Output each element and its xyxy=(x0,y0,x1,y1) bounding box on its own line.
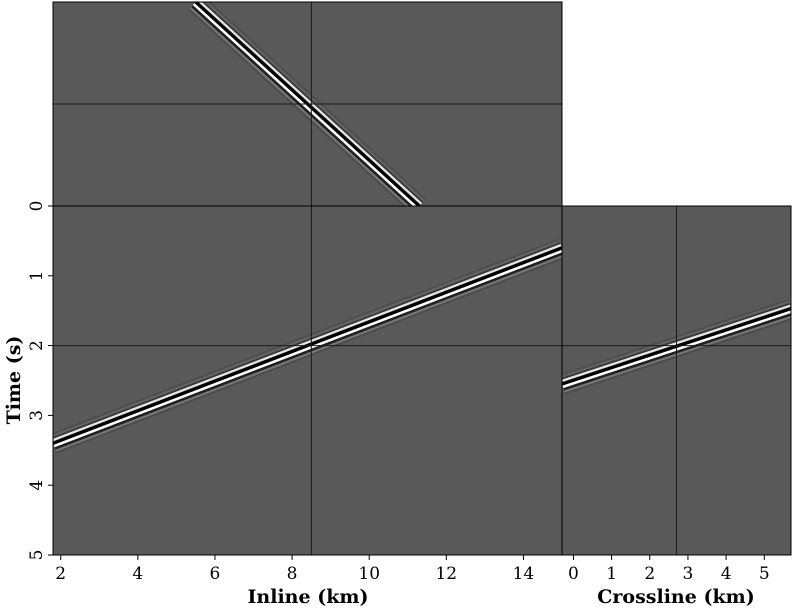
event-stripe xyxy=(562,302,790,380)
event-stripe xyxy=(53,240,560,437)
inline-tick-label: 12 xyxy=(435,564,457,584)
crossline-section-border xyxy=(561,205,792,556)
crossline-tick-label: 0 xyxy=(568,564,579,584)
event-stripe xyxy=(564,315,791,393)
event-stripe xyxy=(53,242,561,440)
event-stripe xyxy=(188,8,406,206)
crossline-tick-label: 4 xyxy=(721,564,732,584)
event-stripe xyxy=(192,3,417,206)
time-tick-label: 0 xyxy=(27,201,47,212)
inline-section-event xyxy=(53,238,562,454)
inline-tick-label: 6 xyxy=(210,564,221,584)
event-stripe xyxy=(53,238,560,435)
event-stripe xyxy=(53,249,562,448)
event-stripe xyxy=(53,244,562,442)
event-stripe xyxy=(204,2,425,202)
event-stripe xyxy=(562,299,789,376)
event-stripe xyxy=(563,313,791,391)
event-stripe xyxy=(54,252,562,450)
time-tick-label: 2 xyxy=(27,340,47,351)
event-stripe xyxy=(191,5,413,206)
crossline-tick-label: 3 xyxy=(683,564,694,584)
panel-borders xyxy=(52,1,792,556)
inline-section-panel xyxy=(53,206,562,555)
inline-tick-label: 2 xyxy=(55,564,66,584)
crossline-axis-title: Crossline (km) xyxy=(597,586,754,608)
event-stripe xyxy=(562,304,791,382)
time-axis-title: Time (s) xyxy=(3,336,25,425)
crossline-tick-label: 5 xyxy=(759,564,770,584)
time-tick-label: 5 xyxy=(27,550,47,561)
event-stripe xyxy=(189,7,409,206)
time-tick-label: 3 xyxy=(27,410,47,421)
event-stripe xyxy=(564,318,791,395)
time-axis-ticks: 0 1 2 3 4 5 xyxy=(27,201,53,561)
crossline-tick-label: 2 xyxy=(644,564,655,584)
inline-tick-label: 8 xyxy=(287,564,298,584)
time-tick-label: 4 xyxy=(27,480,47,491)
event-stripe xyxy=(207,2,427,201)
inline-tick-label: 4 xyxy=(132,564,143,584)
event-stripe xyxy=(562,301,790,378)
crossline-tick-label: 1 xyxy=(606,564,617,584)
event-stripe xyxy=(55,255,562,452)
inline-axis-title: Inline (km) xyxy=(248,586,369,608)
crossline-section-event xyxy=(562,299,791,395)
inline-tick-label: 10 xyxy=(358,564,380,584)
time-tick-label: 1 xyxy=(27,270,47,281)
inline-axis-ticks: 2 4 6 8 10 12 14 xyxy=(55,555,534,584)
event-stripe xyxy=(198,2,423,205)
crossline-axis-ticks: 0 1 2 3 4 5 xyxy=(568,555,770,584)
crosshair-lines xyxy=(53,2,791,555)
inline-tick-label: 14 xyxy=(513,564,535,584)
event-stripe xyxy=(562,310,791,389)
